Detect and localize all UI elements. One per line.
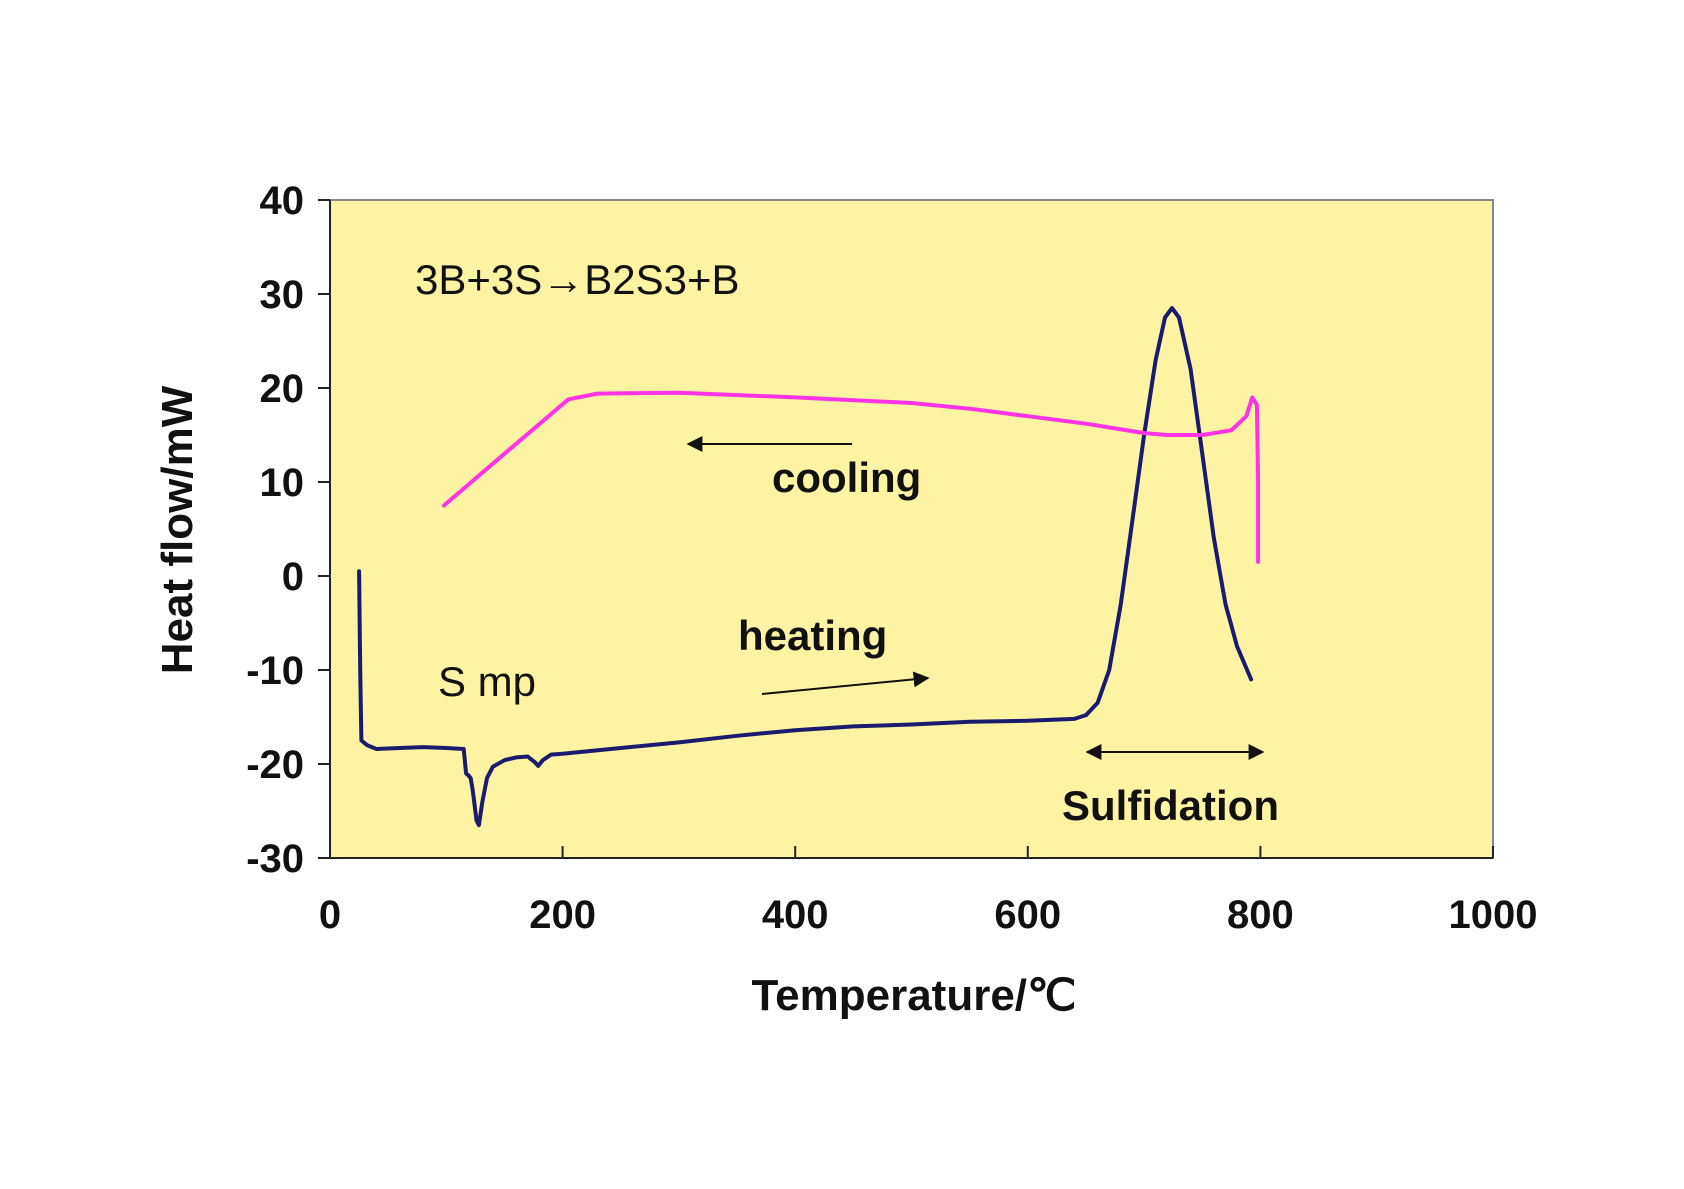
x-tick-label: 200	[529, 893, 596, 937]
y-axis-title: Heat flow/mW	[153, 385, 202, 674]
x-tick-label: 1000	[1449, 893, 1538, 937]
data-series	[357, 306, 1261, 828]
y-tick-label: 40	[260, 179, 305, 223]
x-tick-label: 0	[319, 893, 341, 937]
cooling-label: cooling	[772, 454, 921, 501]
heating-arrow	[761, 671, 930, 695]
x-axis-title: Temperature/℃	[752, 971, 1077, 1020]
x-tick-label: 400	[762, 893, 829, 937]
y-tick-label: -30	[246, 837, 304, 881]
plot-area	[329, 199, 1494, 859]
sulfidation-label: Sulfidation	[1062, 782, 1279, 829]
x-axis-ticks: 0 200 400 600 800 1000	[319, 846, 1538, 937]
heating-label: heating	[738, 612, 887, 659]
axes	[329, 200, 1493, 859]
heating-curve	[357, 306, 1254, 828]
y-tick-label: 0	[282, 555, 304, 599]
x-tick-label: 600	[994, 893, 1061, 937]
y-tick-label: 30	[260, 273, 305, 317]
y-tick-label: 10	[260, 461, 305, 505]
s-mp-label: S mp	[438, 658, 536, 705]
x-tick-label: 800	[1227, 893, 1294, 937]
y-tick-label: -20	[246, 743, 304, 787]
cooling-curve	[442, 390, 1261, 564]
y-tick-label: -10	[246, 649, 304, 693]
reaction-equation: 3B+3S→B2S3+B	[415, 256, 740, 303]
y-tick-label: 20	[260, 367, 305, 411]
y-axis-ticks: 40 30 20 10 0 -10 -20 -30	[246, 179, 330, 881]
